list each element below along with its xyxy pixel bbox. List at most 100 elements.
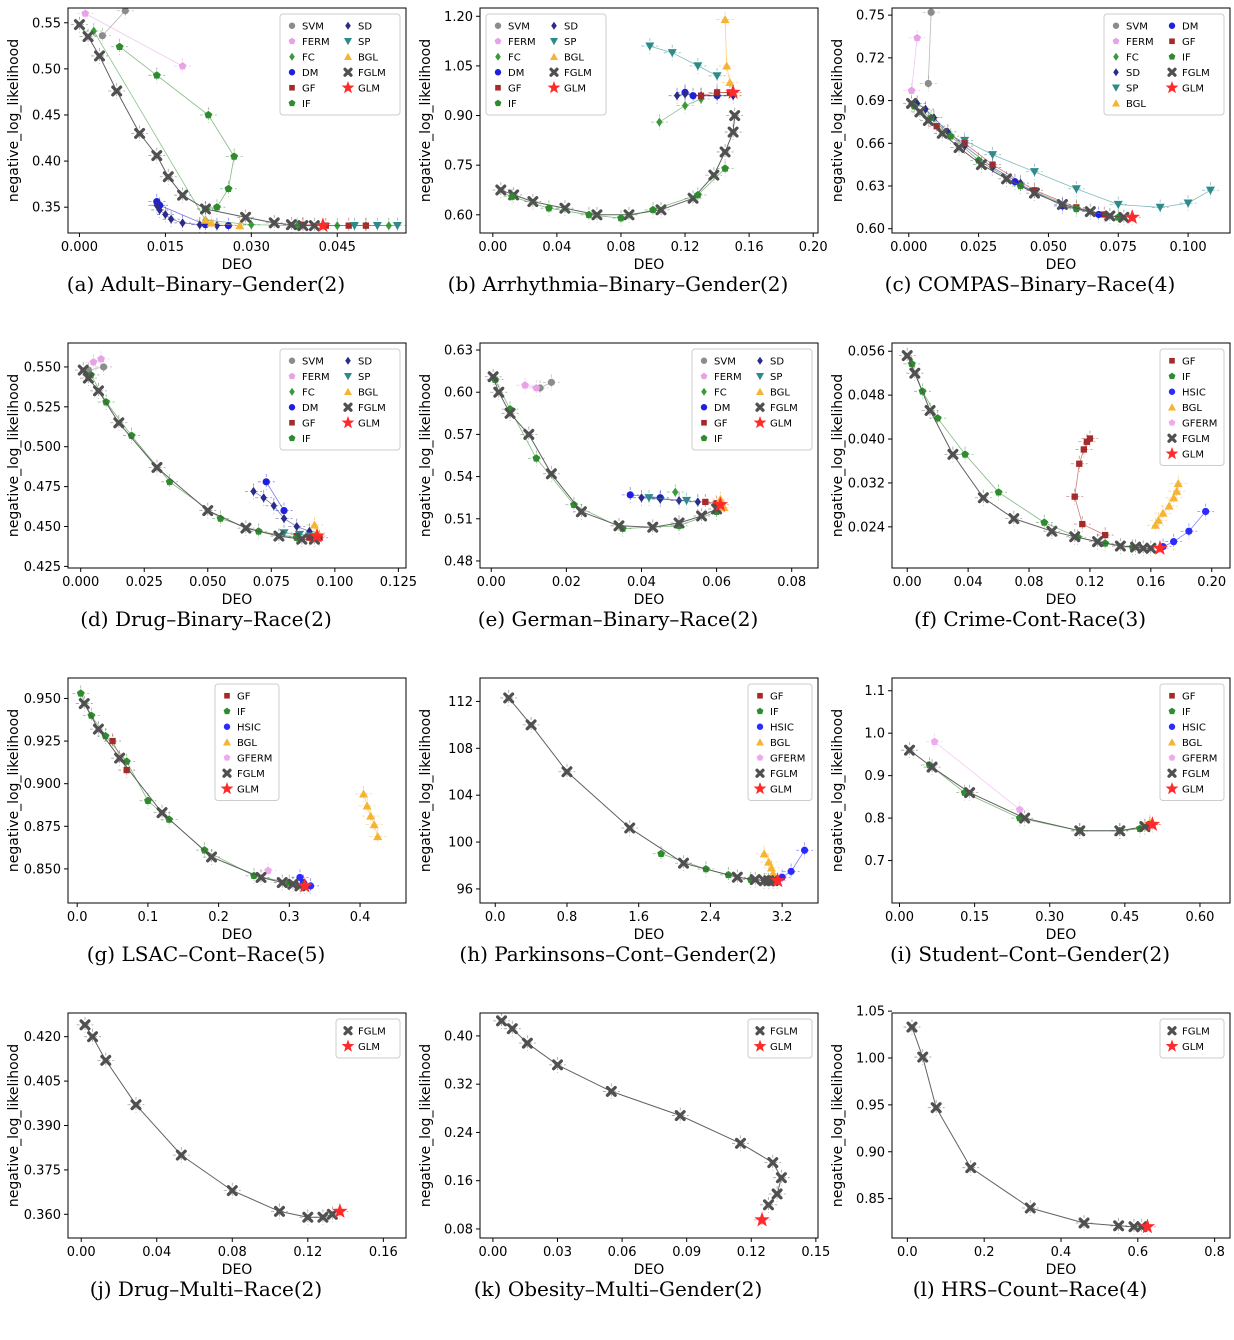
data-point-fglm xyxy=(495,184,507,196)
plot-frame xyxy=(479,677,819,904)
data-point-fglm xyxy=(506,1023,518,1035)
x-tick-label: 0.12 xyxy=(671,240,700,255)
plot-frame xyxy=(891,342,1231,569)
data-point-gf xyxy=(961,140,968,147)
legend-marker-gferm xyxy=(1168,754,1176,761)
legend-label-glm: GLM xyxy=(237,784,259,795)
data-point-glm xyxy=(1124,209,1140,224)
series-line-if xyxy=(90,374,297,539)
data-point-bgl xyxy=(200,215,210,224)
data-point-fglm xyxy=(727,126,739,138)
x-tick-label: 2.4 xyxy=(700,910,721,925)
x-tick-label: 0.04 xyxy=(954,575,983,590)
figure-caption: (l) HRS–Count–Race(4) xyxy=(912,1277,1148,1301)
data-point-dm xyxy=(689,92,697,100)
x-tick-label: 0.30 xyxy=(1035,910,1064,925)
x-tick-label: 0.015 xyxy=(147,240,184,255)
data-point-fglm xyxy=(545,468,557,480)
data-point-hsic xyxy=(800,846,809,854)
data-point-if xyxy=(961,450,969,458)
data-point-fglm xyxy=(285,219,297,231)
x-tick-label: 0.02 xyxy=(552,575,581,590)
y-axis-label: negative_log_likelihood xyxy=(6,39,22,202)
y-tick-label: 0.925 xyxy=(24,735,61,750)
x-tick-label: 0.100 xyxy=(316,575,353,590)
series-line-sp xyxy=(649,45,718,77)
data-point-fglm xyxy=(94,50,106,62)
legend-label-sp: SP xyxy=(770,372,782,383)
y-tick-label: 0.900 xyxy=(24,777,61,792)
data-point-sp xyxy=(645,42,655,51)
legend-label-fc: FC xyxy=(302,52,315,63)
chart-panel: 0.00 0.04 0.08 0.12 0.16 0.20 0.024 0.032 0.040 0… xyxy=(824,335,1234,670)
legend-marker-fglm xyxy=(343,1026,353,1036)
chart-panel: 0.00 0.15 0.30 0.45 0.60 0.7 0.8 0.9 1.0 1.1 DEO ne… xyxy=(824,670,1234,1005)
data-point-bgl xyxy=(235,221,245,230)
data-point-fglm xyxy=(273,530,285,542)
data-point-fc xyxy=(672,487,679,497)
legend-marker-sd xyxy=(345,356,351,365)
data-point-fglm xyxy=(947,448,959,460)
data-point-sd xyxy=(156,205,163,215)
data-point-sd xyxy=(270,501,277,511)
data-point-sd xyxy=(250,486,257,496)
legend-label-sp: SP xyxy=(358,372,370,383)
data-point-fglm xyxy=(92,385,104,397)
y-axis-label: negative_log_likelihood xyxy=(830,709,846,872)
data-point-if xyxy=(230,152,238,160)
legend-label-fglm: FGLM xyxy=(1182,1026,1210,1037)
legend-box xyxy=(279,13,401,116)
x-tick-label: 0.3 xyxy=(279,910,300,925)
series-line-gferm xyxy=(934,741,1020,810)
data-point-fglm xyxy=(268,217,280,229)
data-point-glm xyxy=(1139,1218,1156,1234)
legend-marker-fglm xyxy=(343,67,353,77)
legend-label-hsic: HSIC xyxy=(1182,387,1206,398)
data-point-fglm xyxy=(575,506,587,518)
legend-label-hsic: HSIC xyxy=(1182,722,1206,733)
data-point-bgl xyxy=(206,218,216,227)
x-tick-label: 1.6 xyxy=(628,910,649,925)
data-point-fglm xyxy=(936,127,948,139)
x-tick-label: 0.045 xyxy=(319,240,356,255)
data-point-fglm xyxy=(696,510,708,522)
legend-label-fglm: FGLM xyxy=(1182,68,1210,79)
data-point-fglm xyxy=(605,1085,617,1097)
data-point-sd xyxy=(162,210,169,220)
data-point-fglm xyxy=(1019,812,1031,824)
legend-marker-fglm xyxy=(755,402,765,412)
data-point-fglm xyxy=(678,857,690,869)
legend-marker-fglm xyxy=(222,768,232,778)
y-tick-label: 0.425 xyxy=(24,560,61,575)
data-point-dm xyxy=(224,222,233,230)
legend-label-bgl: BGL xyxy=(564,52,584,63)
x-tick-label: 0.4 xyxy=(1051,1245,1072,1260)
legend-label-hsic: HSIC xyxy=(770,722,794,733)
legend-label-sd: SD xyxy=(358,21,372,32)
data-point-fglm xyxy=(79,1019,91,1031)
data-point-fglm xyxy=(240,522,252,534)
x-tick-label: 0.100 xyxy=(1169,240,1206,255)
data-point-glm xyxy=(754,1211,770,1227)
x-tick-label: 0.4 xyxy=(350,910,371,925)
data-point-if xyxy=(649,205,657,214)
y-tick-label: 0.55 xyxy=(32,16,61,31)
figure-caption: (b) Arrhythmia–Binary–Gender(2) xyxy=(447,272,789,296)
data-point-if xyxy=(1040,518,1049,526)
chart-panel: 0.0 0.2 0.4 0.6 0.8 0.85 0.90 0.95 1.00 1.05 DEO ne… xyxy=(824,1005,1234,1340)
plot-area xyxy=(903,8,1219,226)
data-point-fglm xyxy=(1008,513,1020,525)
data-point-hsic xyxy=(787,867,795,875)
legend-label-sd: SD xyxy=(564,21,578,32)
data-point-fglm xyxy=(914,106,926,118)
x-axis-label: DEO xyxy=(634,927,665,943)
figure-caption: (g) LSAC–Cont–Race(5) xyxy=(86,942,326,966)
data-point-fglm xyxy=(206,851,218,863)
y-tick-label: 0.50 xyxy=(32,62,61,77)
data-point-fglm xyxy=(175,1149,187,1161)
data-point-fglm xyxy=(552,1059,564,1071)
data-point-if xyxy=(224,184,233,193)
data-point-fglm xyxy=(199,203,211,215)
x-tick-label: 0.09 xyxy=(672,1245,701,1260)
data-point-fglm xyxy=(111,85,123,97)
